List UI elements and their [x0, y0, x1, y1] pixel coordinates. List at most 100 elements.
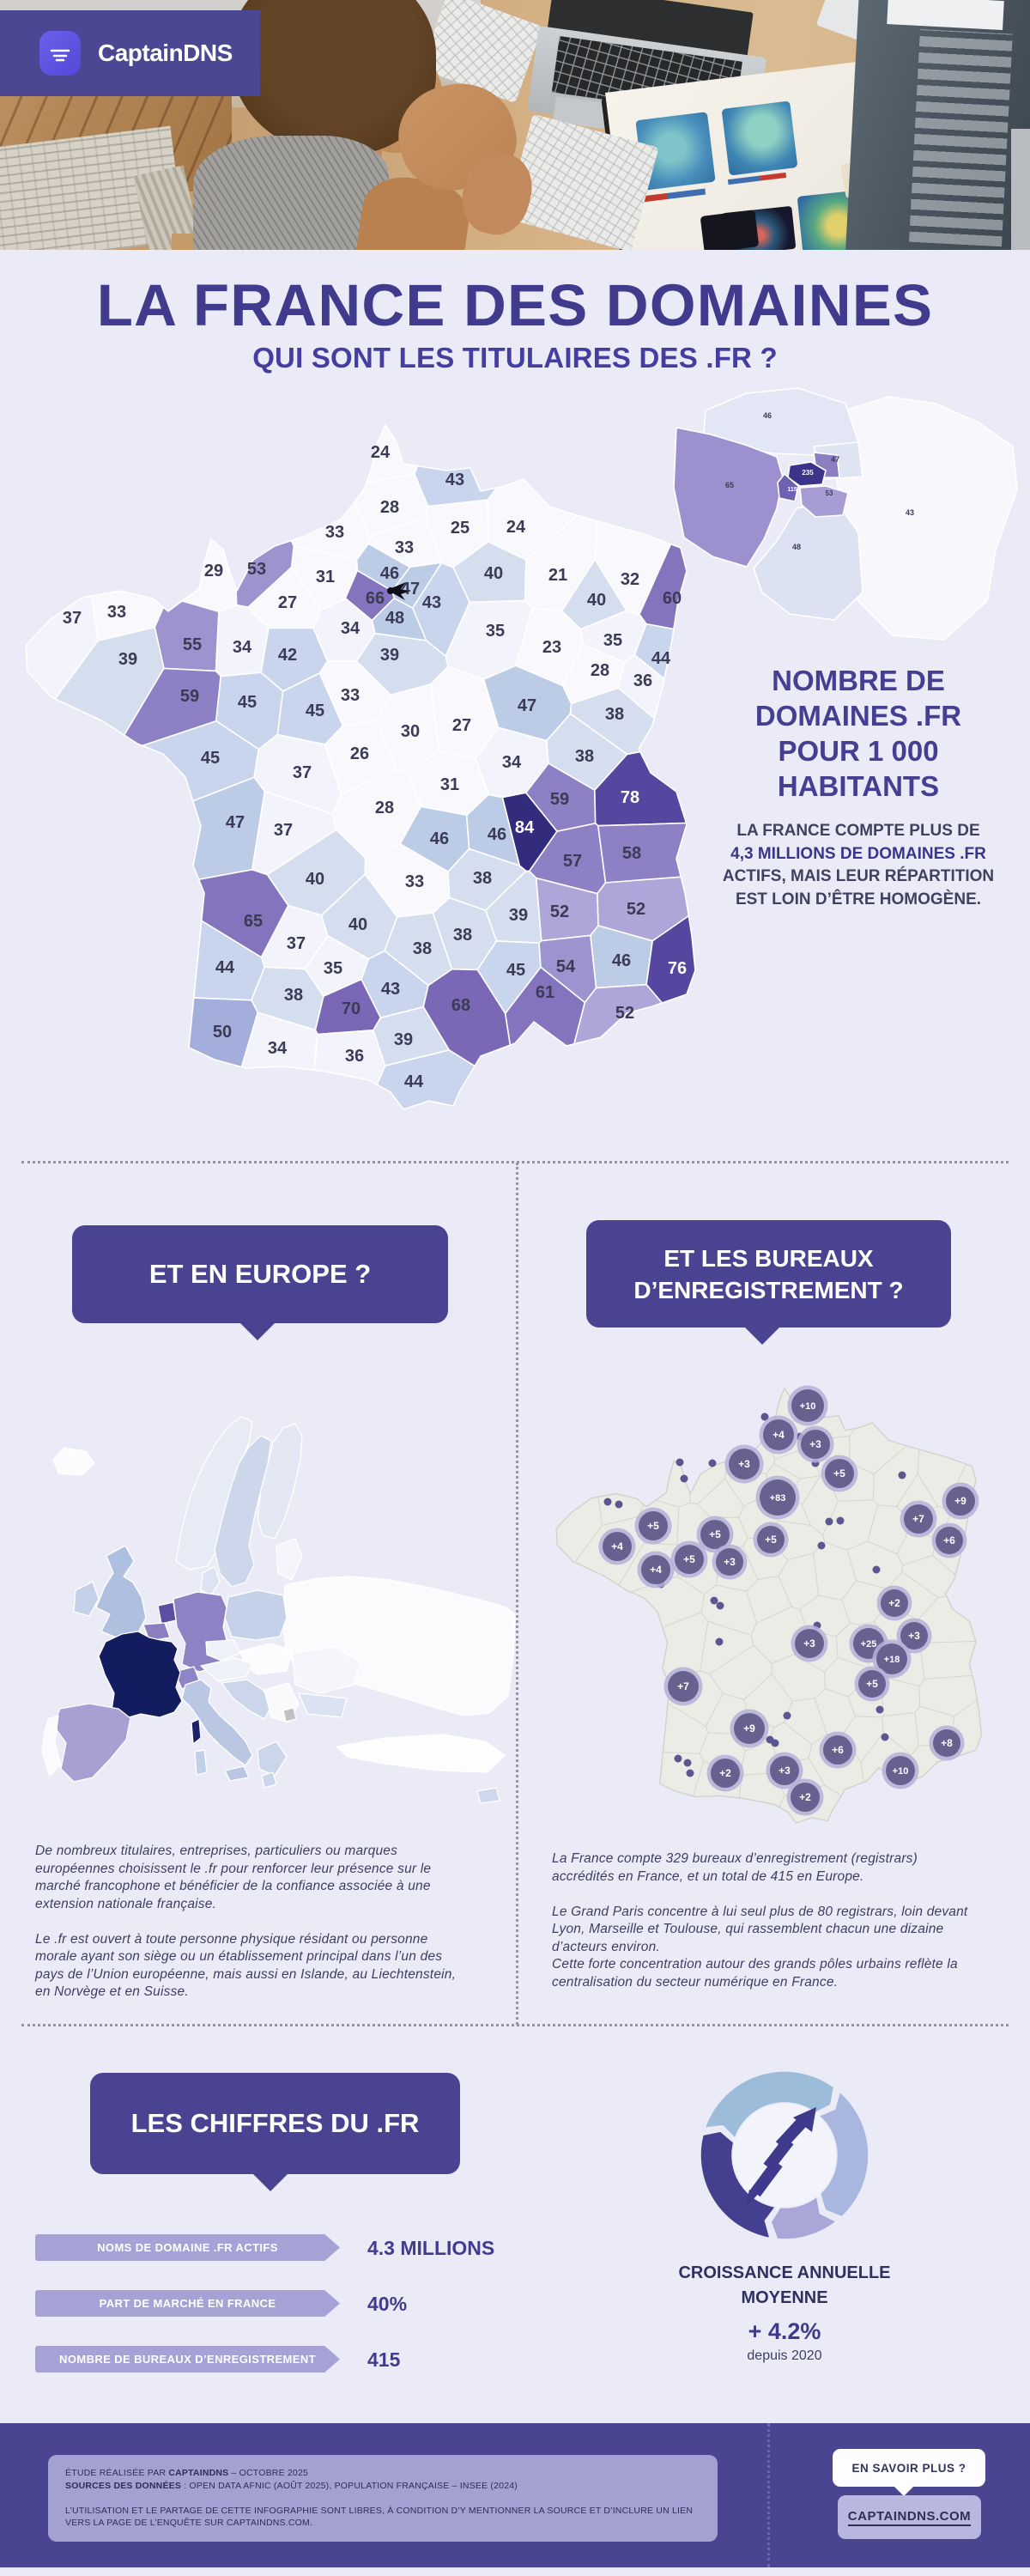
svg-text:40: 40 — [348, 915, 367, 934]
svg-text:38: 38 — [605, 705, 624, 724]
svg-text:28: 28 — [375, 799, 394, 817]
svg-text:28: 28 — [591, 661, 609, 680]
svg-text:40: 40 — [306, 870, 324, 889]
svg-text:+6: +6 — [832, 1744, 844, 1756]
svg-text:+3: +3 — [803, 1637, 815, 1649]
svg-text:65: 65 — [244, 912, 263, 931]
svg-text:34: 34 — [268, 1039, 288, 1058]
svg-text:76: 76 — [668, 959, 687, 978]
svg-text:38: 38 — [575, 747, 594, 766]
svg-text:42: 42 — [278, 646, 297, 665]
svg-text:235: 235 — [802, 469, 814, 477]
svg-text:48: 48 — [792, 543, 801, 551]
svg-text:44: 44 — [651, 649, 671, 668]
svg-text:45: 45 — [506, 961, 525, 980]
svg-text:27: 27 — [278, 593, 297, 612]
svg-text:35: 35 — [486, 622, 505, 641]
svg-text:+4: +4 — [611, 1540, 623, 1552]
svg-text:33: 33 — [107, 603, 126, 622]
svg-text:61: 61 — [536, 983, 554, 1002]
svg-text:+2: +2 — [719, 1767, 731, 1779]
svg-text:37: 37 — [274, 821, 293, 840]
svg-text:55: 55 — [183, 635, 202, 654]
svg-text:35: 35 — [324, 959, 342, 978]
svg-text:40: 40 — [484, 564, 503, 583]
svg-text:34: 34 — [341, 619, 360, 638]
svg-text:33: 33 — [395, 538, 414, 557]
svg-text:46: 46 — [430, 829, 449, 848]
svg-text:37: 37 — [293, 763, 312, 782]
svg-text:38: 38 — [284, 986, 303, 1005]
svg-text:27: 27 — [452, 716, 471, 735]
svg-text:+10: +10 — [893, 1766, 909, 1777]
svg-text:+8: +8 — [941, 1737, 953, 1749]
svg-text:37: 37 — [63, 609, 82, 628]
svg-text:68: 68 — [451, 996, 470, 1015]
svg-text:+5: +5 — [709, 1528, 721, 1540]
svg-text:52: 52 — [550, 902, 569, 921]
svg-text:44: 44 — [215, 958, 235, 977]
svg-text:25: 25 — [451, 519, 470, 538]
svg-text:+5: +5 — [833, 1467, 845, 1479]
svg-text:78: 78 — [621, 788, 639, 807]
svg-text:39: 39 — [380, 646, 399, 665]
svg-text:52: 52 — [615, 1004, 634, 1023]
svg-text:+83: +83 — [770, 1493, 786, 1504]
svg-text:43: 43 — [381, 980, 400, 999]
svg-text:35: 35 — [603, 631, 622, 650]
svg-text:26: 26 — [350, 744, 369, 763]
svg-text:+3: +3 — [779, 1765, 791, 1777]
svg-text:+18: +18 — [884, 1655, 900, 1665]
svg-text:40: 40 — [587, 591, 606, 610]
svg-text:30: 30 — [401, 722, 420, 741]
svg-text:59: 59 — [180, 687, 199, 706]
svg-text:+2: +2 — [888, 1597, 900, 1609]
svg-text:57: 57 — [563, 852, 582, 871]
svg-text:45: 45 — [306, 702, 324, 720]
svg-text:47: 47 — [226, 813, 245, 832]
svg-text:34: 34 — [502, 753, 522, 772]
svg-text:46: 46 — [763, 411, 772, 420]
svg-text:38: 38 — [413, 939, 432, 958]
svg-text:31: 31 — [316, 568, 335, 586]
svg-text:58: 58 — [622, 844, 641, 863]
svg-text:50: 50 — [213, 1023, 232, 1042]
svg-text:+6: +6 — [943, 1534, 955, 1546]
svg-text:+9: +9 — [954, 1495, 966, 1507]
svg-text:45: 45 — [201, 749, 220, 768]
svg-text:48: 48 — [385, 609, 404, 628]
svg-text:36: 36 — [345, 1047, 364, 1066]
svg-text:44: 44 — [404, 1072, 424, 1091]
svg-text:46: 46 — [380, 564, 399, 583]
svg-text:+3: +3 — [724, 1556, 736, 1568]
svg-text:+2: +2 — [799, 1791, 811, 1803]
svg-text:+5: +5 — [683, 1553, 695, 1565]
svg-text:65: 65 — [725, 481, 734, 489]
svg-text:+4: +4 — [772, 1429, 785, 1441]
svg-text:+9: +9 — [743, 1722, 755, 1735]
svg-text:24: 24 — [371, 443, 391, 462]
svg-text:+3: +3 — [908, 1630, 920, 1642]
svg-text:66: 66 — [366, 589, 385, 608]
svg-text:47: 47 — [518, 696, 536, 715]
svg-text:39: 39 — [118, 650, 137, 669]
svg-text:29: 29 — [204, 562, 223, 580]
svg-text:53: 53 — [826, 489, 833, 497]
svg-text:47: 47 — [401, 580, 420, 598]
svg-text:24: 24 — [506, 518, 526, 537]
svg-text:38: 38 — [453, 926, 472, 945]
svg-text:+3: +3 — [809, 1438, 821, 1450]
svg-text:+4: +4 — [650, 1564, 662, 1576]
svg-text:36: 36 — [633, 671, 652, 690]
svg-text:37: 37 — [287, 934, 306, 953]
svg-text:31: 31 — [440, 775, 459, 794]
svg-text:45: 45 — [238, 693, 257, 712]
svg-text:47: 47 — [831, 455, 839, 464]
svg-text:28: 28 — [380, 498, 399, 517]
svg-text:43: 43 — [445, 471, 464, 489]
svg-text:+5: +5 — [765, 1534, 777, 1546]
svg-text:84: 84 — [515, 818, 535, 837]
svg-text:21: 21 — [548, 566, 567, 585]
svg-text:34: 34 — [233, 638, 252, 657]
svg-text:+7: +7 — [912, 1513, 924, 1525]
